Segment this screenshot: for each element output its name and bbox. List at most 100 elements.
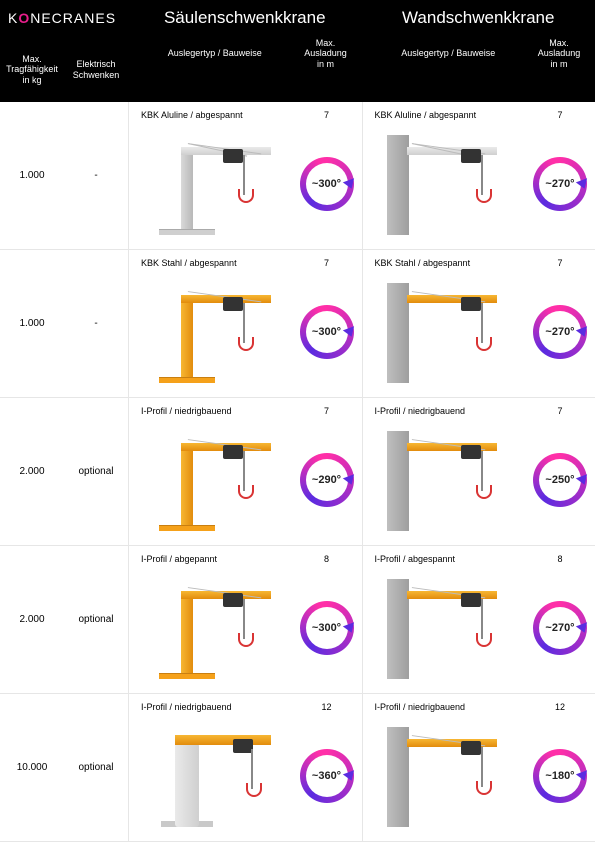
- row-header: I-Profil / abgepannt8: [129, 546, 362, 568]
- table-row: KBK Aluline / abgespannt7 ~270°: [363, 102, 595, 250]
- crane-illustration: [367, 129, 507, 239]
- row-header: I-Profil / abgespannt8: [363, 546, 595, 568]
- crane-illustration: [367, 277, 507, 387]
- rotation-badge: ~270°: [533, 157, 587, 211]
- arm-type: I-Profil / niedrigbauend: [141, 406, 312, 416]
- rotation-badge: ~300°: [300, 305, 354, 359]
- reach-value: 8: [545, 554, 575, 564]
- row-header: I-Profil / niedrigbauend12: [363, 694, 595, 716]
- reach-value: 7: [545, 258, 575, 268]
- capacity-value: 10.000: [2, 762, 62, 773]
- arm-type: KBK Aluline / abgespannt: [141, 110, 312, 120]
- row-body: ~270°: [363, 272, 595, 397]
- reach-value: 8: [312, 554, 342, 564]
- reach-value: 12: [545, 702, 575, 712]
- row-body: ~180°: [363, 716, 595, 841]
- rotation-badge: ~360°: [300, 749, 354, 803]
- capacity-cell: 1.000-: [0, 102, 128, 250]
- row-header: KBK Aluline / abgespannt7: [363, 102, 595, 124]
- subheader-left: Auslegertyp / Bauweise Max. Ausladung in…: [128, 38, 362, 69]
- row-body: ~250°: [363, 420, 595, 545]
- row-header: KBK Stahl / abgespannt7: [363, 250, 595, 272]
- rotation-badge: ~270°: [533, 305, 587, 359]
- table-row: I-Profil / niedrigbauend12 ~360°: [129, 694, 362, 842]
- reach-value: 12: [312, 702, 342, 712]
- rotation-badge: ~300°: [300, 601, 354, 655]
- crane-illustration: [133, 129, 273, 239]
- capacity-cell: 1.000-: [0, 250, 128, 398]
- col-reach: Max. Ausladung in m: [529, 38, 589, 69]
- arm-type: I-Profil / abgepannt: [141, 554, 312, 564]
- electric-value: optional: [66, 762, 126, 773]
- row-header: KBK Aluline / abgespannt7: [129, 102, 362, 124]
- col-electric: Elektrisch Schwenken: [66, 59, 126, 80]
- arm-type: I-Profil / niedrigbauend: [375, 702, 546, 712]
- title-right: Wandschwenkkrane: [362, 0, 595, 38]
- reach-value: 7: [545, 406, 575, 416]
- table-body: 1.000-1.000-2.000optional2.000optional10…: [0, 102, 595, 842]
- arm-type: I-Profil / abgespannt: [375, 554, 546, 564]
- crane-illustration: [133, 573, 273, 683]
- subheader-right: Auslegertyp / Bauweise Max. Ausladung in…: [362, 38, 595, 69]
- reach-value: 7: [545, 110, 575, 120]
- row-body: ~300°: [129, 124, 362, 249]
- table-row: KBK Aluline / abgespannt7 ~300°: [129, 102, 362, 250]
- row-header: I-Profil / niedrigbauend7: [129, 398, 362, 420]
- row-body: ~290°: [129, 420, 362, 545]
- capacity-cell: 10.000 optional: [0, 694, 128, 842]
- col-reach: Max. Ausladung in m: [296, 38, 356, 69]
- crane-illustration: [367, 721, 507, 831]
- crane-illustration: [133, 277, 273, 387]
- arm-type: KBK Stahl / abgespannt: [141, 258, 312, 268]
- row-body: ~360°: [129, 716, 362, 841]
- col-arm-type: Auslegertyp / Bauweise: [368, 48, 530, 58]
- rotation-badge: ~180°: [533, 749, 587, 803]
- electric-value: optional: [66, 614, 126, 625]
- crane-illustration: [367, 425, 507, 535]
- row-header: KBK Stahl / abgespannt7: [129, 250, 362, 272]
- crane-illustration: [133, 721, 273, 831]
- rotation-badge: ~270°: [533, 601, 587, 655]
- brand-logo: KONECRANES: [0, 0, 128, 36]
- row-body: ~270°: [363, 568, 595, 693]
- row-body: ~300°: [129, 272, 362, 397]
- row-body: ~300°: [129, 568, 362, 693]
- col-arm-type: Auslegertyp / Bauweise: [134, 48, 296, 58]
- column-wand: KBK Aluline / abgespannt7~270°KBK Stahl …: [362, 102, 595, 842]
- capacity-value: 2.000: [2, 614, 62, 625]
- table-row: KBK Stahl / abgespannt7 ~300°: [129, 250, 362, 398]
- reach-value: 7: [312, 258, 342, 268]
- capacity-cell: 2.000optional: [0, 398, 128, 546]
- table-row: I-Profil / niedrigbauend12 ~180°: [363, 694, 595, 842]
- row-header: I-Profil / niedrigbauend12: [129, 694, 362, 716]
- reach-value: 7: [312, 406, 342, 416]
- left-subheader: Max. Tragfähigkeit in kg Elektrisch Schw…: [0, 54, 128, 85]
- arm-type: I-Profil / niedrigbauend: [141, 702, 312, 712]
- row-header: I-Profil / niedrigbauend7: [363, 398, 595, 420]
- column-sauelen: KBK Aluline / abgespannt7~300°KBK Stahl …: [128, 102, 362, 842]
- rotation-badge: ~290°: [300, 453, 354, 507]
- electric-value: -: [66, 318, 126, 329]
- col-capacity: Max. Tragfähigkeit in kg: [2, 54, 62, 85]
- table-row: I-Profil / abgespannt8 ~270°: [363, 546, 595, 694]
- crane-illustration: [133, 425, 273, 535]
- table-row: I-Profil / abgepannt8 ~300°: [129, 546, 362, 694]
- rotation-badge: ~300°: [300, 157, 354, 211]
- capacity-value: 1.000: [2, 170, 62, 181]
- capacity-cell: 2.000 optional: [0, 546, 128, 694]
- electric-value: -: [66, 170, 126, 181]
- page-header: KONECRANES Säulenschwenkkrane Wandschwen…: [0, 0, 595, 102]
- row-body: ~270°: [363, 124, 595, 249]
- rotation-badge: ~250°: [533, 453, 587, 507]
- product-columns: KBK Aluline / abgespannt7~300°KBK Stahl …: [128, 102, 595, 842]
- arm-type: KBK Stahl / abgespannt: [375, 258, 546, 268]
- table-row: I-Profil / niedrigbauend7 ~290°: [129, 398, 362, 546]
- crane-illustration: [367, 573, 507, 683]
- capacity-value: 2.000: [2, 466, 62, 477]
- arm-type: I-Profil / niedrigbauend: [375, 406, 546, 416]
- reach-value: 7: [312, 110, 342, 120]
- table-row: I-Profil / niedrigbauend7 ~250°: [363, 398, 595, 546]
- title-left: Säulenschwenkkrane: [128, 0, 362, 38]
- arm-type: KBK Aluline / abgespannt: [375, 110, 546, 120]
- left-column: 1.000-1.000-2.000optional2.000optional10…: [0, 102, 128, 842]
